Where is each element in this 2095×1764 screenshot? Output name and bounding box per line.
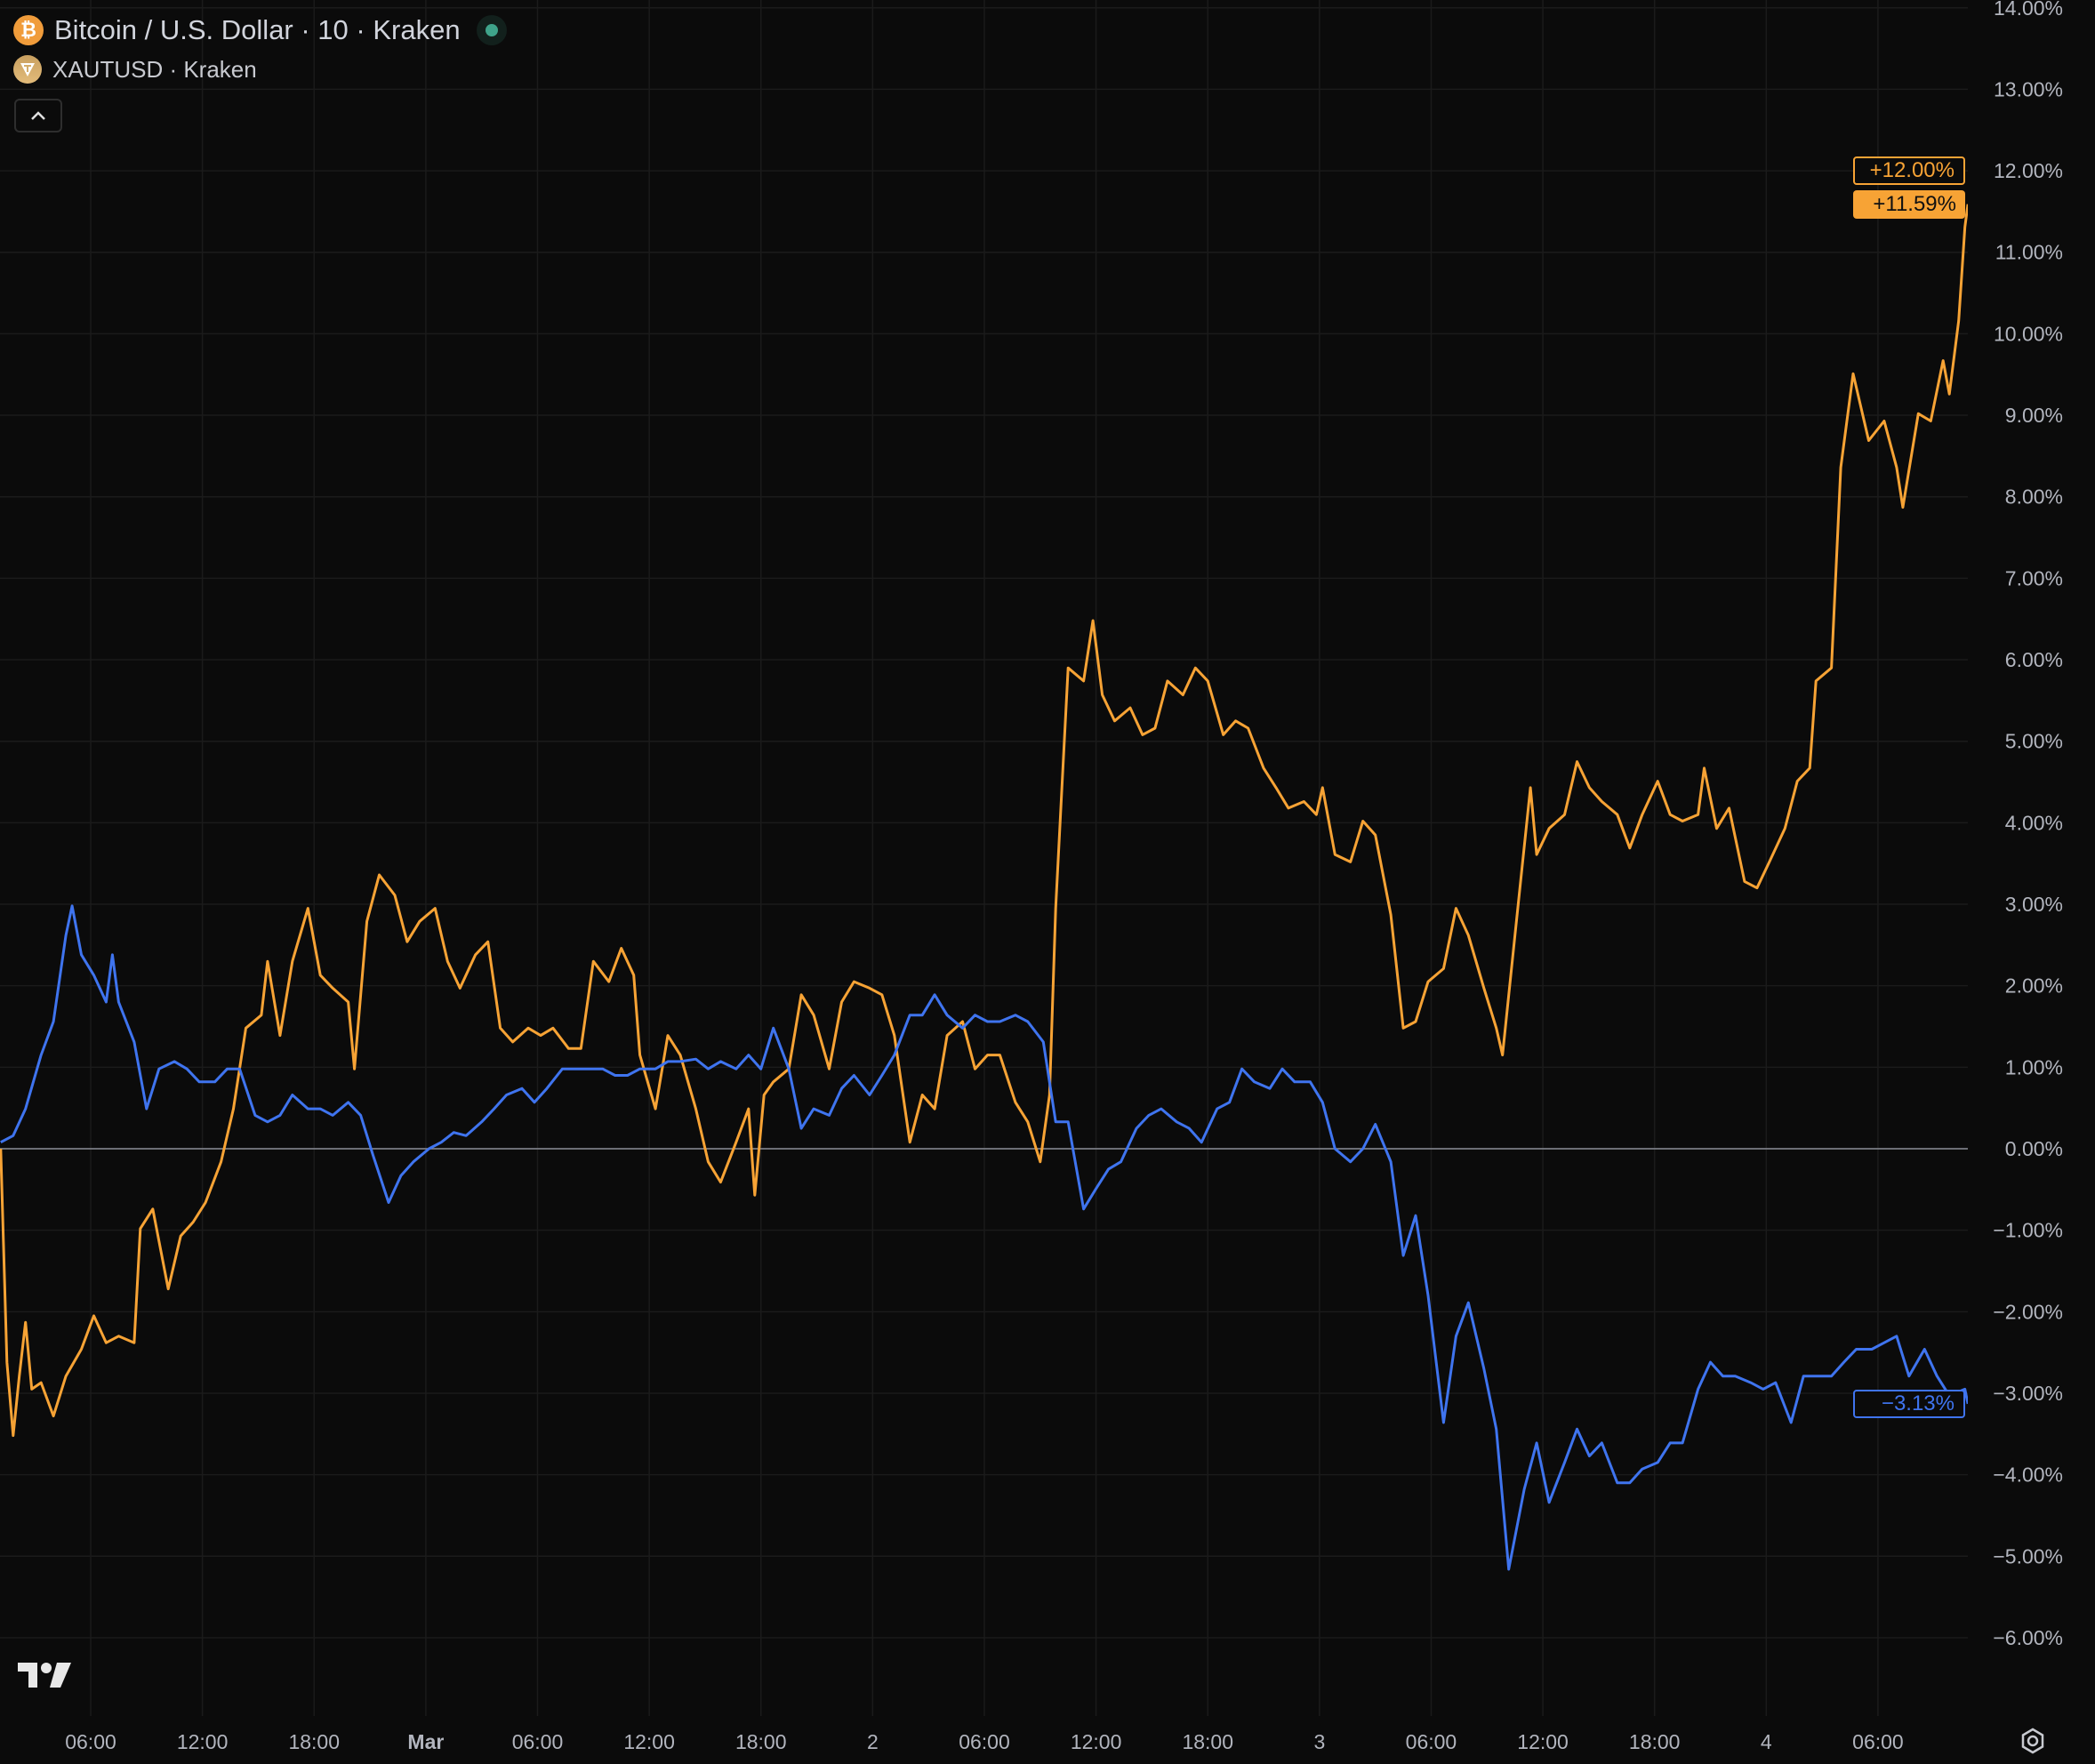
y-tick-label: −2.00% <box>1993 1300 2063 1323</box>
y-tick-label: 5.00% <box>2005 730 2063 753</box>
x-tick-label: 12:00 <box>623 1730 675 1753</box>
chart-legend: ₿ Bitcoin / U.S. Dollar · 10 · Kraken XA… <box>13 11 507 89</box>
market-status-icon[interactable] <box>476 15 507 45</box>
y-tick-label: 11.00% <box>1995 241 2063 264</box>
x-tick-label: 12:00 <box>177 1730 229 1753</box>
y-tick-label: 8.00% <box>2005 485 2063 509</box>
tether-gold-icon <box>13 55 42 84</box>
y-tick-label: 7.00% <box>2005 566 2063 589</box>
x-tick-label: 06:00 <box>959 1730 1010 1753</box>
xaut-series-line <box>0 904 1968 1571</box>
y-tick-label: 14.00% <box>1994 0 2063 20</box>
x-tick-label: 12:00 <box>1517 1730 1569 1753</box>
y-tick-label: 6.00% <box>2005 648 2063 671</box>
settings-gear-icon[interactable] <box>2019 1727 2047 1760</box>
x-tick-label: 2 <box>867 1730 879 1753</box>
price-axis[interactable]: 14.00% 13.00% 12.00% 11.00% 10.00% 9.00% 8.00%… <box>1993 0 2063 1649</box>
y-tick-label: −5.00% <box>1993 1544 2063 1568</box>
tradingview-logo[interactable] <box>18 1661 73 1694</box>
y-tick-label: 10.00% <box>1994 322 2063 345</box>
x-tick-label: 06:00 <box>512 1730 564 1753</box>
x-tick-label: Mar <box>407 1730 444 1753</box>
y-tick-label: −3.00% <box>1993 1382 2063 1405</box>
y-tick-label: 13.00% <box>1994 77 2063 100</box>
x-tick-label: 06:00 <box>65 1730 116 1753</box>
y-tick-label: 1.00% <box>2005 1055 2063 1078</box>
time-axis[interactable]: 06:00 12:00 18:00 Mar 06:00 12:00 18:00 2 06:00 1… <box>65 1730 1904 1753</box>
x-tick-label: 3 <box>1313 1730 1325 1753</box>
compare-symbol-title: XAUTUSD · Kraken <box>52 55 257 83</box>
x-tick-label: 18:00 <box>1182 1730 1233 1753</box>
x-tick-label: 06:00 <box>1852 1730 1904 1753</box>
y-tick-label: 12.00% <box>1994 159 2063 182</box>
series-lines <box>0 204 1968 1571</box>
bitcoin-icon: ₿ <box>13 15 44 45</box>
y-tick-label: −6.00% <box>1993 1626 2063 1649</box>
chevron-up-icon <box>31 111 45 120</box>
x-tick-label: 12:00 <box>1071 1730 1122 1753</box>
btc-last-price-label: +11.59% <box>1853 190 1965 219</box>
y-tick-label: −1.00% <box>1993 1219 2063 1242</box>
y-tick-label: −4.00% <box>1993 1463 2063 1487</box>
x-tick-label: 18:00 <box>1629 1730 1681 1753</box>
y-tick-label: 3.00% <box>2005 893 2063 916</box>
legend-compare-symbol[interactable]: XAUTUSD · Kraken <box>13 50 507 89</box>
x-tick-label: 4 <box>1761 1730 1772 1753</box>
y-tick-label: 0.00% <box>2005 1137 2063 1160</box>
y-tick-label: 2.00% <box>2005 974 2063 998</box>
xaut-last-price-label: −3.13% <box>1853 1390 1965 1418</box>
y-tick-label: 9.00% <box>2005 404 2063 427</box>
main-symbol-title: Bitcoin / U.S. Dollar · 10 · Kraken <box>54 14 461 45</box>
grid-lines <box>0 0 1968 1716</box>
x-tick-label: 18:00 <box>735 1730 787 1753</box>
y-tick-label: 4.00% <box>2005 811 2063 834</box>
x-tick-label: 18:00 <box>288 1730 340 1753</box>
btc-series-line <box>0 204 1968 1438</box>
x-tick-label: 06:00 <box>1406 1730 1457 1753</box>
legend-main-symbol[interactable]: ₿ Bitcoin / U.S. Dollar · 10 · Kraken <box>13 11 507 50</box>
btc-high-price-label: +12.00% <box>1853 156 1965 185</box>
collapse-legend-button[interactable] <box>14 99 62 132</box>
